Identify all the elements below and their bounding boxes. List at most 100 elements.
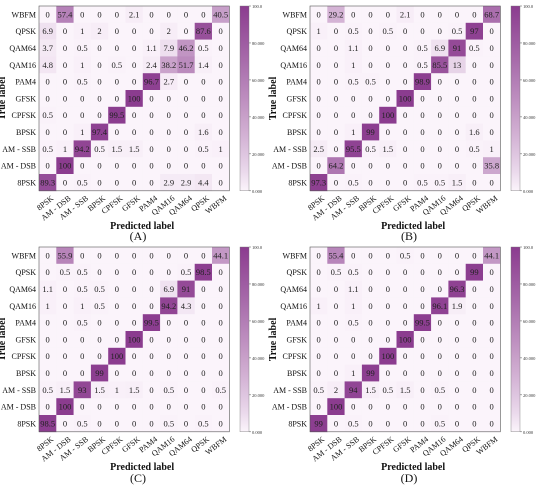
heatmap-cell bbox=[413, 39, 432, 57]
cell-value-label: 0 bbox=[420, 110, 424, 120]
heatmap-cell bbox=[177, 297, 195, 315]
heatmap-cell bbox=[142, 157, 161, 175]
cell-value-label: 0 bbox=[403, 144, 407, 154]
heatmap-cell bbox=[465, 140, 484, 158]
heatmap-cell bbox=[310, 140, 328, 158]
cell-value-label: 0 bbox=[63, 77, 67, 87]
cell-value-label: 100 bbox=[128, 93, 141, 103]
heatmap-cell bbox=[396, 157, 415, 175]
cell-value-label: 0 bbox=[115, 161, 119, 171]
heatmap-cell bbox=[344, 123, 363, 141]
y-tick-label: 8PSK bbox=[17, 178, 36, 187]
heatmap-cell bbox=[194, 381, 213, 399]
heatmap-cell bbox=[56, 174, 74, 192]
cell-value-label: 0 bbox=[420, 26, 424, 36]
cell-value-label: 0 bbox=[403, 267, 407, 277]
cell-value-label: 55.4 bbox=[329, 250, 345, 260]
cell-value-label: 0 bbox=[455, 250, 459, 260]
heatmap-cell bbox=[212, 247, 230, 265]
heatmap-cell bbox=[448, 39, 466, 57]
heatmap-cell bbox=[73, 314, 92, 332]
heatmap-cell bbox=[212, 140, 230, 158]
cell-value-label: 0 bbox=[132, 418, 136, 428]
heatmap-cell bbox=[465, 157, 484, 175]
heatmap-cell bbox=[431, 90, 449, 108]
cell-value-label: 0 bbox=[184, 385, 188, 395]
heatmap-cell bbox=[465, 22, 484, 40]
heatmap-cell bbox=[212, 280, 230, 298]
heatmap-cell bbox=[142, 280, 161, 298]
cell-value-label: 0 bbox=[184, 144, 188, 154]
heatmap-cell bbox=[39, 247, 57, 265]
cell-value-label: 0.5 bbox=[77, 267, 88, 277]
heatmap-cell bbox=[327, 415, 345, 433]
cell-value-label: 0 bbox=[472, 351, 476, 361]
cell-value-label: 0 bbox=[472, 177, 476, 187]
cell-value-label: 99 bbox=[470, 267, 479, 277]
cell-value-label: 0 bbox=[403, 43, 407, 53]
heatmap-cell bbox=[413, 157, 432, 175]
cell-value-label: 0 bbox=[455, 334, 459, 344]
cell-value-label: 0 bbox=[46, 402, 50, 412]
y-tick-label: AM - DSB bbox=[272, 403, 307, 412]
cell-value-label: 0 bbox=[97, 250, 101, 260]
heatmap-cell bbox=[142, 247, 161, 265]
heatmap-cell bbox=[344, 140, 363, 158]
heatmap-cell bbox=[212, 22, 230, 40]
heatmap-cell bbox=[194, 297, 213, 315]
cell-value-label: 0 bbox=[351, 9, 355, 19]
heatmap-cell bbox=[448, 398, 466, 416]
heatmap-cell bbox=[73, 22, 92, 40]
heatmap-cell bbox=[310, 6, 328, 24]
heatmap-cell bbox=[212, 381, 230, 399]
heatmap-cell bbox=[177, 56, 195, 74]
y-tick-label: BPSK bbox=[287, 369, 307, 378]
cell-value-label: 0 bbox=[438, 110, 442, 120]
heatmap-cell bbox=[108, 73, 126, 91]
colorbar bbox=[510, 246, 521, 433]
heatmap-cell bbox=[431, 157, 449, 175]
cell-value-label: 0 bbox=[184, 418, 188, 428]
cell-value-label: 0 bbox=[201, 110, 205, 120]
heatmap-cell bbox=[125, 73, 144, 91]
heatmap-cell bbox=[379, 398, 397, 416]
heatmap-cell bbox=[39, 331, 57, 349]
y-tick-label: PAM4 bbox=[15, 319, 36, 328]
heatmap-cell bbox=[177, 106, 195, 124]
cell-value-label: 0 bbox=[97, 318, 101, 328]
heatmap-cell bbox=[361, 157, 380, 175]
colorbar-tick-label: 100.0 bbox=[523, 4, 534, 9]
cell-value-label: 0 bbox=[80, 402, 84, 412]
cell-value-label: 0 bbox=[438, 93, 442, 103]
y-tick-label: QAM64 bbox=[9, 285, 36, 294]
heatmap-cell bbox=[361, 56, 380, 74]
heatmap-cell bbox=[73, 56, 92, 74]
heatmap-cell bbox=[483, 56, 501, 74]
heatmap-cell bbox=[361, 347, 380, 365]
heatmap-cell bbox=[327, 331, 345, 349]
heatmap-cell bbox=[194, 22, 213, 40]
cell-value-label: 0 bbox=[455, 368, 459, 378]
cell-value-label: 0 bbox=[317, 9, 321, 19]
heatmap-cell bbox=[310, 157, 328, 175]
heatmap-cell bbox=[465, 174, 484, 192]
heatmap-cell bbox=[379, 415, 397, 433]
cell-value-label: 0 bbox=[403, 110, 407, 120]
cell-value-label: 0 bbox=[317, 351, 321, 361]
heatmap-cell bbox=[177, 6, 195, 24]
cell-value-label: 0 bbox=[46, 127, 50, 137]
heatmap-cell bbox=[344, 157, 363, 175]
cell-value-label: 0 bbox=[201, 77, 205, 87]
heatmap-cell bbox=[327, 6, 345, 24]
heatmap-cell bbox=[56, 280, 74, 298]
heatmap-cell bbox=[396, 280, 415, 298]
heatmap-cell bbox=[379, 123, 397, 141]
cell-value-label: 0.5 bbox=[348, 267, 359, 277]
heatmap-cell bbox=[310, 123, 328, 141]
heatmap-cell bbox=[39, 263, 57, 281]
panels: 0 57.4 0 0 0 2.1 0 0 0 0 40.56.9 0 1 2 0 0 0 2 0 87.6 03.7 0 0… bbox=[0, 4, 536, 485]
cell-value-label: 0 bbox=[472, 301, 476, 311]
heatmap-cell bbox=[379, 39, 397, 57]
heatmap-cell bbox=[448, 123, 466, 141]
heatmap-cell bbox=[56, 123, 74, 141]
